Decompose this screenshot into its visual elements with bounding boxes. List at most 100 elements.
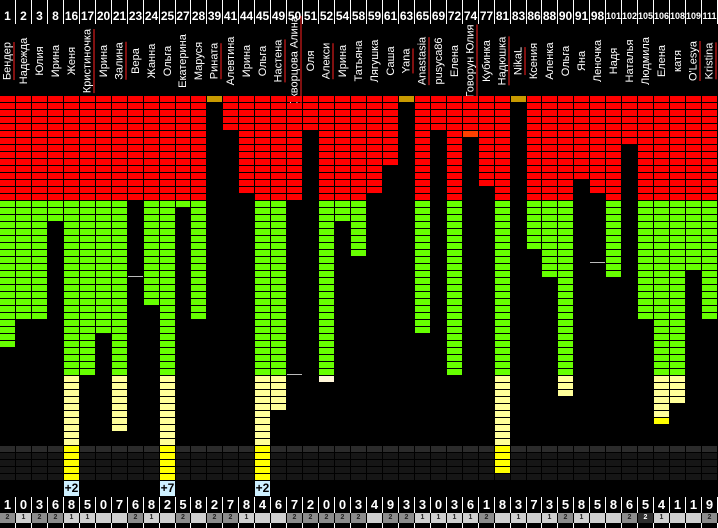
participant-name-cell[interactable]: pusyca86 bbox=[431, 28, 446, 94]
participant-name[interactable]: Ксения bbox=[528, 42, 540, 80]
participant-name-cell[interactable]: Женя bbox=[64, 28, 79, 94]
participant-name-cell[interactable]: Оля bbox=[303, 28, 318, 94]
participant-name[interactable]: Anastasia bbox=[416, 36, 429, 86]
participant-name-cell[interactable]: Скворцова Алина bbox=[287, 16, 302, 106]
status-badge[interactable]: 1 bbox=[144, 513, 159, 523]
participant-number[interactable]: 98 bbox=[590, 9, 605, 23]
participant-name[interactable]: Вера bbox=[129, 48, 142, 74]
participant-name-cell[interactable]: Маруся bbox=[191, 28, 206, 94]
participant-name-cell[interactable]: Аленка bbox=[542, 28, 557, 94]
participant-name-cell[interactable]: Ирина bbox=[48, 28, 63, 94]
status-badge[interactable]: 2 bbox=[383, 513, 398, 523]
status-badge[interactable] bbox=[686, 513, 701, 523]
participant-name[interactable]: Маруся bbox=[192, 41, 205, 81]
participant-number[interactable]: 105 bbox=[638, 11, 654, 21]
participant-name[interactable]: Ирина bbox=[49, 44, 62, 78]
status-badge[interactable]: 2 bbox=[223, 513, 238, 523]
participant-name[interactable]: Екатерина bbox=[177, 34, 189, 88]
participant-number[interactable]: 20 bbox=[96, 9, 111, 23]
status-badge[interactable]: 2 bbox=[128, 513, 143, 523]
participant-name-cell[interactable]: Надежда bbox=[16, 28, 31, 94]
participant-number[interactable]: 61 bbox=[383, 9, 398, 23]
participant-number[interactable]: 65 bbox=[415, 9, 430, 23]
participant-name[interactable]: Настена bbox=[272, 39, 285, 83]
participant-number[interactable]: 39 bbox=[207, 9, 222, 23]
participant-number[interactable]: 3 bbox=[36, 9, 43, 23]
participant-name-cell[interactable]: Кубинка bbox=[479, 28, 494, 94]
status-badge[interactable]: 2 bbox=[399, 513, 414, 523]
participant-name[interactable]: Надежда bbox=[17, 37, 30, 85]
status-badge[interactable] bbox=[255, 513, 270, 523]
participant-number[interactable]: 102 bbox=[622, 11, 638, 21]
participant-name-cell[interactable]: Залина bbox=[112, 28, 127, 94]
participant-name-cell[interactable]: Yana bbox=[399, 28, 414, 94]
status-badge[interactable]: 1 bbox=[239, 513, 254, 523]
status-badge[interactable]: 2 bbox=[207, 513, 222, 523]
participant-number[interactable]: 77 bbox=[479, 9, 494, 23]
participant-number[interactable]: 50 bbox=[287, 9, 302, 23]
status-badge[interactable] bbox=[160, 513, 175, 523]
status-badge[interactable]: 1 bbox=[463, 513, 478, 523]
participant-name[interactable]: Кристиночка bbox=[81, 28, 94, 94]
participant-name-cell[interactable]: Ольга bbox=[255, 28, 270, 94]
participant-name-cell[interactable]: Надя bbox=[606, 28, 621, 94]
participant-name-cell[interactable]: Жанна bbox=[144, 28, 159, 94]
participant-name-cell[interactable]: Елена bbox=[654, 28, 669, 94]
participant-name[interactable]: Рината bbox=[208, 42, 221, 80]
status-badge[interactable]: 2 bbox=[638, 513, 653, 523]
status-badge[interactable]: 1 bbox=[447, 513, 462, 523]
participant-number[interactable]: 109 bbox=[686, 11, 702, 21]
participant-name-cell[interactable]: Юлия bbox=[32, 28, 47, 94]
participant-name[interactable]: NikaL bbox=[512, 46, 525, 76]
status-badge[interactable]: 2 bbox=[176, 513, 190, 523]
participant-name[interactable]: Оля bbox=[304, 50, 317, 72]
participant-number[interactable]: 45 bbox=[255, 9, 270, 23]
status-badge[interactable] bbox=[495, 513, 510, 523]
participant-name-cell[interactable]: Вера bbox=[128, 28, 143, 94]
participant-number[interactable]: 49 bbox=[271, 9, 286, 23]
participant-number[interactable]: 58 bbox=[351, 9, 366, 23]
status-badge[interactable]: 2 bbox=[287, 513, 302, 523]
participant-number[interactable]: 101 bbox=[606, 11, 622, 21]
participant-name[interactable]: Скворцова Алина bbox=[288, 16, 301, 106]
participant-name[interactable]: катя bbox=[671, 50, 684, 72]
participant-name[interactable]: Ольга bbox=[161, 45, 174, 77]
participant-number[interactable]: 90 bbox=[558, 9, 573, 23]
participant-name-cell[interactable]: Ксения bbox=[527, 28, 541, 94]
participant-name[interactable]: Ирина bbox=[97, 44, 110, 78]
participant-number[interactable]: 54 bbox=[335, 9, 350, 23]
status-badge[interactable]: 2 bbox=[351, 513, 366, 523]
status-badge[interactable]: 1 bbox=[511, 513, 526, 523]
participant-number[interactable]: 27 bbox=[176, 9, 190, 23]
participant-name-cell[interactable]: Говорун Юлия bbox=[463, 24, 478, 98]
participant-name[interactable]: Женя bbox=[65, 46, 78, 76]
participant-name[interactable]: Ирина bbox=[336, 44, 349, 78]
participant-number[interactable]: 108 bbox=[670, 11, 686, 21]
participant-name[interactable]: Алевтина bbox=[224, 36, 237, 86]
participant-name[interactable]: pusyca86 bbox=[432, 37, 445, 85]
participant-name-cell[interactable]: Алекси bbox=[319, 28, 334, 94]
participant-name[interactable]: Леночка bbox=[591, 39, 604, 83]
participant-number[interactable]: 23 bbox=[128, 9, 143, 23]
participant-number[interactable]: 8 bbox=[52, 9, 59, 23]
participant-name-cell[interactable]: Ирина bbox=[335, 28, 350, 94]
participant-name[interactable]: Kristina bbox=[703, 42, 716, 80]
participant-name-cell[interactable]: Бендер bbox=[0, 28, 15, 94]
participant-name-cell[interactable]: Ирина bbox=[239, 28, 254, 94]
status-badge[interactable]: 2 bbox=[558, 513, 573, 523]
participant-number[interactable]: 106 bbox=[654, 11, 670, 21]
participant-number[interactable]: 88 bbox=[542, 9, 557, 23]
status-badge[interactable]: 1 bbox=[431, 513, 446, 523]
participant-name[interactable]: Yana bbox=[400, 48, 413, 74]
status-badge[interactable]: 2 bbox=[303, 513, 318, 523]
participant-name[interactable]: Говорун Юлия bbox=[464, 24, 477, 98]
participant-name[interactable]: Надя bbox=[607, 47, 620, 75]
participant-name[interactable]: Алекси bbox=[320, 42, 333, 80]
participant-name-cell[interactable]: Людмила bbox=[638, 28, 653, 94]
status-badge[interactable]: 2 bbox=[622, 513, 637, 523]
participant-number[interactable]: 81 bbox=[495, 9, 510, 23]
participant-name-cell[interactable]: NikaL bbox=[511, 28, 526, 94]
status-badge[interactable] bbox=[367, 513, 382, 523]
status-badge[interactable]: 1 bbox=[574, 513, 589, 523]
participant-number[interactable]: 44 bbox=[239, 9, 254, 23]
